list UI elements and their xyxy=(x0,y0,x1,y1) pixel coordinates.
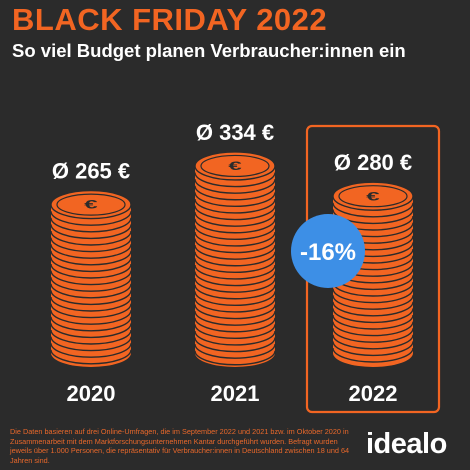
category-label: 2020 xyxy=(67,381,116,406)
chart-title: BLACK FRIDAY 2022 xyxy=(12,2,328,37)
bar-2021: € Ø 334 € 2021 xyxy=(194,120,276,406)
coin-stack-body xyxy=(51,204,131,353)
coin-top xyxy=(50,189,132,220)
value-label: Ø 280 € xyxy=(334,150,412,175)
bar-2020: € Ø 265 € 2020 xyxy=(50,159,132,406)
value-label: Ø 334 € xyxy=(196,120,274,145)
category-label: 2022 xyxy=(349,381,398,406)
euro-icon: € xyxy=(84,199,98,212)
coin-top xyxy=(332,181,414,211)
chart-subtitle: So viel Budget planen Verbraucher:innen … xyxy=(12,40,406,61)
value-label: Ø 265 € xyxy=(52,159,130,184)
euro-icon: € xyxy=(366,190,380,203)
idealo-logo: idealo xyxy=(366,428,447,460)
change-badge-label: -16% xyxy=(300,239,356,266)
change-badge: -16% xyxy=(291,214,365,288)
footnote: Die Daten basieren auf drei Online-Umfra… xyxy=(10,427,350,465)
euro-icon: € xyxy=(228,160,242,173)
category-label: 2021 xyxy=(211,381,260,406)
coin-top xyxy=(194,151,276,181)
